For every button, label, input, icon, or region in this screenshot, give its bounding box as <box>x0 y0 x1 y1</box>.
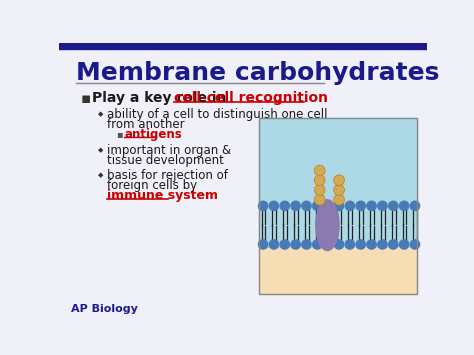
Circle shape <box>334 185 345 195</box>
Text: basis for rejection of: basis for rejection of <box>107 169 228 181</box>
Text: AP Biology: AP Biology <box>71 304 138 314</box>
Circle shape <box>314 165 325 176</box>
Circle shape <box>400 201 409 211</box>
Text: ability of a cell to distinguish one cell: ability of a cell to distinguish one cel… <box>107 108 328 121</box>
Circle shape <box>280 201 290 211</box>
Bar <box>259 118 417 248</box>
Circle shape <box>410 201 419 211</box>
Circle shape <box>410 240 419 249</box>
Circle shape <box>345 240 355 249</box>
Text: Play a key role in: Play a key role in <box>92 91 231 105</box>
Text: antigens: antigens <box>124 128 182 141</box>
Circle shape <box>314 194 325 205</box>
Circle shape <box>367 240 376 249</box>
Circle shape <box>378 201 387 211</box>
Circle shape <box>258 201 268 211</box>
Circle shape <box>367 201 376 211</box>
Circle shape <box>269 201 279 211</box>
Text: ▪: ▪ <box>81 91 91 105</box>
Circle shape <box>389 240 398 249</box>
Text: important in organ &: important in organ & <box>107 144 231 157</box>
Circle shape <box>291 240 300 249</box>
Text: tissue development: tissue development <box>107 154 224 167</box>
Circle shape <box>269 240 279 249</box>
Text: from another: from another <box>107 118 185 131</box>
Circle shape <box>356 201 365 211</box>
Circle shape <box>334 240 344 249</box>
Circle shape <box>356 240 365 249</box>
Circle shape <box>378 240 387 249</box>
Circle shape <box>258 240 268 249</box>
Circle shape <box>334 201 344 211</box>
Circle shape <box>314 175 325 186</box>
Circle shape <box>400 240 409 249</box>
Circle shape <box>302 240 311 249</box>
Circle shape <box>389 201 398 211</box>
Text: ◆: ◆ <box>98 147 103 153</box>
Circle shape <box>313 240 322 249</box>
Circle shape <box>334 175 345 186</box>
Text: ▪: ▪ <box>117 129 123 139</box>
Circle shape <box>280 240 290 249</box>
Text: foreign cells by: foreign cells by <box>107 179 198 192</box>
Circle shape <box>345 201 355 211</box>
Circle shape <box>313 201 322 211</box>
Circle shape <box>314 185 325 195</box>
Text: Membrane carbohydrates: Membrane carbohydrates <box>76 61 440 86</box>
Text: cell-cell recognition: cell-cell recognition <box>174 91 328 105</box>
Text: ◆: ◆ <box>98 111 103 117</box>
Text: immune system: immune system <box>107 189 219 202</box>
Circle shape <box>291 201 300 211</box>
Circle shape <box>324 201 333 211</box>
Bar <box>259 118 417 294</box>
Bar <box>59 43 427 49</box>
Circle shape <box>334 194 345 205</box>
Circle shape <box>324 240 333 249</box>
Ellipse shape <box>316 200 339 251</box>
Circle shape <box>302 201 311 211</box>
Bar <box>259 248 417 294</box>
Text: ◆: ◆ <box>98 172 103 178</box>
